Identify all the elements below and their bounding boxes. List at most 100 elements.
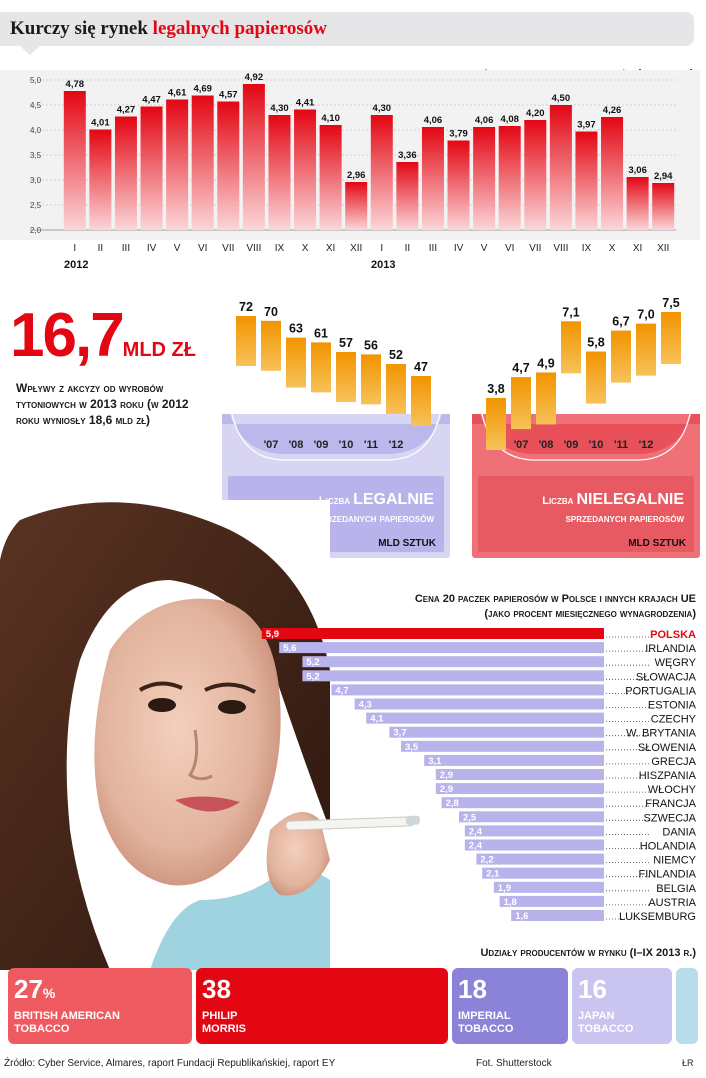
y-tick-label: 2,5 <box>30 201 42 210</box>
pack-title-part-3: sprzedanych papierosów <box>566 513 685 525</box>
page-title: Kurczy się rynek legalnych papierosów <box>10 18 327 40</box>
price-bar <box>459 811 604 823</box>
price-title-line2: (jako procent miesięcznego wynagrodzenia… <box>484 608 696 620</box>
month-tick-label: XI <box>633 243 642 254</box>
country-label: W. BRYTANIA <box>626 728 697 740</box>
monthly-bar <box>242 84 265 230</box>
year-tick-label: '11 <box>614 439 628 451</box>
monthly-bar <box>421 127 444 230</box>
year-tick-label: '12 <box>639 439 654 451</box>
title-notch <box>20 46 40 55</box>
monthly-bar-value: 4,47 <box>142 95 161 106</box>
cigarette-bar <box>561 321 581 374</box>
cigarette-bar-value: 5,8 <box>587 336 604 350</box>
month-tick-label: VI <box>198 243 207 254</box>
month-tick-label: X <box>302 243 309 254</box>
year-tick-label: '10 <box>589 439 604 451</box>
month-tick-label: IX <box>582 243 592 254</box>
cigarette-bar <box>336 352 356 402</box>
cigarette-bar <box>611 330 631 383</box>
price-bar-value: 3,1 <box>428 756 442 767</box>
cigarette-bar-value: 61 <box>314 326 328 340</box>
cigarette-bar-value: 47 <box>414 360 428 374</box>
month-tick-label: X <box>609 243 616 254</box>
country-label: LUKSEMBURG <box>619 911 696 923</box>
source-note: Źródło: Cyber Service, Almares, raport F… <box>4 1058 336 1069</box>
month-tick-label: II <box>98 243 104 254</box>
cigarette-bar <box>361 354 381 405</box>
monthly-bar-value: 3,79 <box>449 129 468 140</box>
price-bar <box>302 670 604 682</box>
price-bar <box>464 839 604 851</box>
monthly-bar <box>473 127 496 230</box>
monthly-bar <box>140 106 163 230</box>
share-imperial-value: 18 <box>458 974 487 1004</box>
share-bat: 27% BRITISH AMERICAN TOBACCO <box>8 968 192 1044</box>
country-label: PORTUGALIA <box>625 685 696 697</box>
year-tick-label: '11 <box>364 439 378 451</box>
monthly-bar <box>370 115 393 230</box>
price-bar-value: 1,8 <box>504 897 517 908</box>
monthly-bar-value: 3,06 <box>628 165 647 176</box>
share-japan: 16 JAPAN TOBACCO <box>572 968 672 1044</box>
price-bar-value: 4,1 <box>370 714 384 725</box>
price-bar-value: 5,9 <box>266 629 279 640</box>
share-other <box>676 968 698 1044</box>
country-label: IRLANDIA <box>645 643 696 655</box>
cigarette-bar <box>511 377 531 430</box>
pack-unit: MLD SZTUK <box>628 538 687 549</box>
y-tick-label: 3,5 <box>30 151 42 160</box>
price-bar <box>511 910 604 921</box>
legal-cigarettes-chart: 72 70'0763'0861'0957'1056'1152'1247Liczba… <box>222 300 450 558</box>
monthly-bar <box>626 177 649 230</box>
cigarette-bar-value: 57 <box>339 336 353 350</box>
pack-title-part-3: sprzedanych papierosów <box>316 513 435 525</box>
price-bar-value: 4,7 <box>335 685 348 696</box>
share-japan-name-1: JAPAN <box>578 1010 615 1022</box>
monthly-bar-value: 4,30 <box>270 103 289 114</box>
cigarette-pack-lid <box>222 414 450 454</box>
cigarette-bar-value: 7,1 <box>562 305 579 319</box>
share-pm: 38 PHILIP MORRIS <box>196 968 448 1044</box>
price-bar-value: 2,1 <box>486 869 500 880</box>
price-bar-value: 2,9 <box>440 770 453 781</box>
price-bar-value: 5,2 <box>306 657 319 668</box>
y-tick-label: 4,5 <box>30 101 42 110</box>
monthly-bar <box>396 162 419 230</box>
cigarette-bar <box>286 337 306 388</box>
percent-sign: % <box>42 985 56 1001</box>
month-tick-label: VII <box>529 243 541 254</box>
country-label: HOLANDIA <box>640 841 697 853</box>
excise-description: Wpływy z akcyzy od wyrobów tytoniowych w… <box>16 381 189 427</box>
month-tick-label: VI <box>505 243 514 254</box>
price-bar-value: 2,5 <box>463 812 477 823</box>
monthly-bar <box>89 129 112 230</box>
monthly-bar-value: 2,96 <box>347 170 366 181</box>
country-label: SŁOWENIA <box>638 742 697 754</box>
monthly-bar-value: 4,01 <box>91 118 110 129</box>
cigarette-bar-value: 4,7 <box>512 361 529 375</box>
author-signature: ŁR <box>682 1058 694 1068</box>
year-tick-label: '10 <box>339 439 354 451</box>
country-label: AUSTRIA <box>648 897 696 909</box>
monthly-bar-value: 4,78 <box>66 79 85 90</box>
monthly-bar <box>498 126 521 230</box>
monthly-bar-value: 4,50 <box>552 93 571 104</box>
country-label: DANIA <box>662 826 696 838</box>
monthly-bar <box>601 117 624 230</box>
year-label-2012: 2012 <box>64 259 88 271</box>
month-tick-label: XI <box>326 243 335 254</box>
pack-front-panel <box>478 476 694 552</box>
month-tick-label: V <box>481 243 488 254</box>
y-tick-label: 5,0 <box>30 76 42 85</box>
cigarette-bar <box>386 364 406 414</box>
year-tick-label: '08 <box>289 439 304 451</box>
cigarette-bar <box>636 323 656 376</box>
month-tick-label: III <box>122 243 130 254</box>
year-tick-label: '07 <box>514 439 529 451</box>
monthly-bar <box>319 125 342 230</box>
year-tick-label: '08 <box>539 439 554 451</box>
price-ranking-chart: 5,9 POLSKA 5,6 IRLANDIA 5,2 WĘGRY 5,2 SŁOWACJA 4… <box>261 628 697 923</box>
monthly-bar-value: 4,69 <box>193 84 212 95</box>
share-imperial-name-1: IMPERIAL <box>458 1010 511 1022</box>
